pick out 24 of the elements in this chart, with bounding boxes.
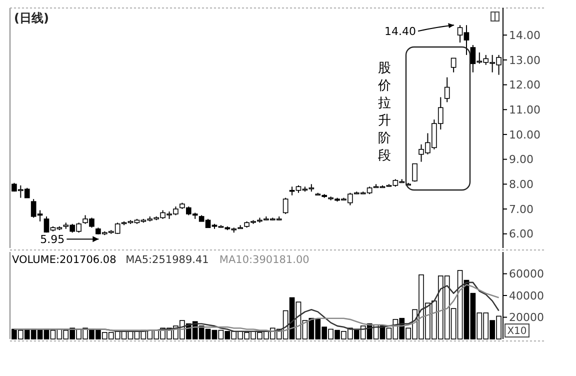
- y-tick-label: 10.00: [509, 128, 540, 142]
- y-tick-label: 20000: [509, 311, 544, 324]
- annotation: 5.95: [40, 233, 65, 246]
- y-tick-label: 8.00: [509, 178, 534, 191]
- candlestick: [444, 76, 450, 103]
- annotation: 股价拉升阶段: [377, 61, 391, 164]
- y-tick-label: 40000: [509, 289, 544, 302]
- text: VOLUME:201706.08: [12, 254, 116, 266]
- chart-title: (日线): [14, 11, 49, 25]
- candlestick: [282, 197, 288, 214]
- y-tick-label: 9.00: [509, 153, 534, 166]
- text: MA5:251989.41: [126, 254, 209, 266]
- y-tick-label: 11.00: [509, 103, 540, 116]
- y-tick-label: 60000: [509, 268, 544, 281]
- y-axis-title: X10: [507, 326, 527, 337]
- candlestick: [450, 58, 456, 73]
- y-tick-label: 6.00: [509, 228, 534, 241]
- y-tick-label: 14.00: [509, 28, 540, 42]
- y-tick-label: 7.00: [509, 202, 534, 216]
- y-tick-label: 12.00: [509, 78, 540, 92]
- candlestick: [412, 163, 418, 182]
- annotation: 14.40: [384, 25, 416, 38]
- text: MA10:390181.00: [219, 254, 310, 266]
- y-tick-label: 13.00: [509, 54, 540, 67]
